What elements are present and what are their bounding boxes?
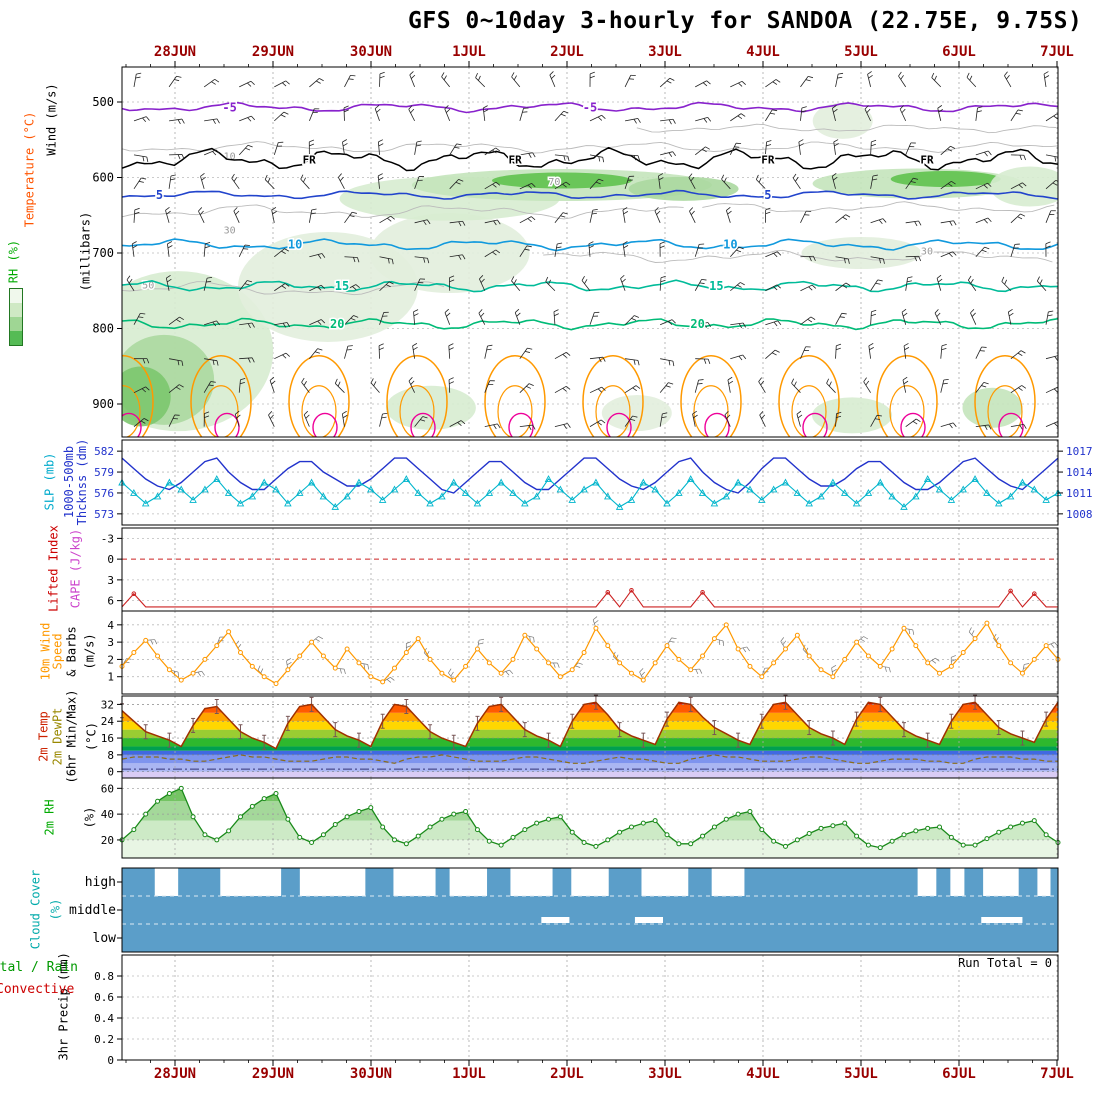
svg-text:0: 0 bbox=[107, 766, 114, 779]
svg-text:70: 70 bbox=[548, 177, 560, 188]
x-tick-label: 6JUL bbox=[942, 1066, 976, 1082]
x-tick-label: 7JUL bbox=[1040, 44, 1074, 60]
rh-colorbar-cell bbox=[10, 317, 22, 331]
chart-title: GFS 0~10day 3-hourly for SANDOA (22.75E,… bbox=[408, 8, 1083, 34]
x-tick-label: 29JUN bbox=[251, 44, 295, 60]
svg-text:5: 5 bbox=[156, 188, 163, 202]
svg-text:0.8: 0.8 bbox=[94, 970, 114, 983]
svg-text:0: 0 bbox=[107, 553, 114, 566]
x-tick-label: 28JUN bbox=[153, 1066, 197, 1082]
svg-text:8: 8 bbox=[107, 749, 114, 762]
svg-text:FR: FR bbox=[920, 153, 934, 166]
svg-text:0: 0 bbox=[107, 1054, 114, 1067]
svg-text:-5: -5 bbox=[222, 100, 236, 114]
x-tick-label: 5JUL bbox=[844, 1066, 878, 1082]
svg-text:579: 579 bbox=[94, 466, 114, 479]
x-tick-label: 6JUL bbox=[942, 44, 976, 60]
svg-text:0.2: 0.2 bbox=[94, 1033, 114, 1046]
svg-text:30: 30 bbox=[224, 225, 236, 236]
svg-text:FR: FR bbox=[508, 153, 522, 166]
cloud-row-middle: middle bbox=[69, 903, 116, 918]
x-tick-label: 29JUN bbox=[251, 1066, 295, 1082]
svg-text:20: 20 bbox=[690, 317, 704, 331]
svg-text:10: 10 bbox=[224, 151, 236, 162]
panel-thickness-slp: 582 579 576 573 1017 1014 1011 1008 bbox=[94, 439, 1093, 526]
panel-cloud-cover bbox=[117, 867, 1059, 953]
svg-text:FR: FR bbox=[303, 153, 317, 166]
x-tick-label: 3JUL bbox=[648, 1066, 682, 1082]
cloud-row-low: low bbox=[92, 931, 116, 946]
svg-text:0.4: 0.4 bbox=[94, 1012, 114, 1025]
svg-text:32: 32 bbox=[101, 698, 114, 711]
precip-convective-legend: Convective bbox=[0, 982, 75, 997]
svg-text:576: 576 bbox=[94, 487, 114, 500]
svg-text:60: 60 bbox=[101, 782, 114, 795]
svg-text:16: 16 bbox=[101, 732, 114, 745]
svg-text:4: 4 bbox=[107, 619, 114, 632]
x-tick-label: 1JUL bbox=[452, 44, 486, 60]
x-tick-label: 4JUL bbox=[746, 1066, 780, 1082]
svg-text:5: 5 bbox=[764, 188, 771, 202]
x-tick-label: 1JUL bbox=[452, 1066, 486, 1082]
svg-text:6: 6 bbox=[107, 595, 114, 608]
cloud-row-high: high bbox=[84, 875, 116, 890]
panel-precip: 0.8 0.6 0.4 0.2 0 bbox=[94, 954, 1059, 1067]
x-tick-label: 5JUL bbox=[844, 44, 878, 60]
svg-text:-5: -5 bbox=[583, 100, 597, 114]
panel-rh2m: 60 40 20 bbox=[101, 777, 1061, 859]
svg-text:1017: 1017 bbox=[1066, 445, 1093, 458]
svg-text:800: 800 bbox=[92, 322, 114, 336]
x-tick-label: 2JUL bbox=[550, 44, 584, 60]
svg-text:40: 40 bbox=[101, 808, 114, 821]
rh-legend-colorbar bbox=[9, 288, 23, 346]
svg-text:24: 24 bbox=[101, 715, 115, 728]
x-tick-label: 30JUN bbox=[349, 1066, 393, 1082]
rh-colorbar-cell bbox=[10, 303, 22, 317]
svg-text:-3: -3 bbox=[101, 532, 114, 545]
x-tick-label: 3JUL bbox=[648, 44, 682, 60]
x-tick-label: 30JUN bbox=[349, 44, 393, 60]
rh-colorbar-cell bbox=[10, 331, 22, 345]
svg-text:1: 1 bbox=[107, 671, 114, 684]
svg-text:20: 20 bbox=[101, 834, 114, 847]
x-tick-label: 7JUL bbox=[1040, 1066, 1074, 1082]
svg-text:573: 573 bbox=[94, 508, 114, 521]
svg-text:3: 3 bbox=[107, 636, 114, 649]
svg-text:500: 500 bbox=[92, 95, 114, 109]
svg-text:10: 10 bbox=[288, 238, 302, 252]
x-tick-label: 4JUL bbox=[746, 44, 780, 60]
svg-text:FR: FR bbox=[761, 153, 775, 166]
run-total-text: Run Total = 0 bbox=[958, 956, 1052, 970]
panel-lifted-index: -3 0 3 6 bbox=[101, 527, 1059, 612]
svg-text:582: 582 bbox=[94, 445, 114, 458]
rh-colorbar-cell bbox=[10, 289, 22, 303]
svg-text:10: 10 bbox=[723, 238, 737, 252]
precip-total-legend: Total / Rain bbox=[0, 960, 78, 975]
svg-text:2: 2 bbox=[107, 653, 114, 666]
svg-text:1008: 1008 bbox=[1066, 508, 1093, 521]
svg-text:3: 3 bbox=[107, 574, 114, 587]
svg-text:1011: 1011 bbox=[1066, 487, 1093, 500]
panel-temp-dewpt: 32 24 16 8 0 bbox=[101, 694, 1059, 779]
svg-text:0.6: 0.6 bbox=[94, 991, 114, 1004]
svg-text:15: 15 bbox=[335, 279, 349, 293]
x-tick-label: 2JUL bbox=[550, 1066, 584, 1082]
svg-text:1014: 1014 bbox=[1066, 466, 1093, 479]
svg-text:15: 15 bbox=[709, 279, 723, 293]
svg-text:20: 20 bbox=[330, 317, 344, 331]
upper-wind-barbs bbox=[126, 71, 1058, 431]
svg-text:900: 900 bbox=[92, 397, 114, 411]
svg-text:700: 700 bbox=[92, 246, 114, 260]
x-tick-label: 28JUN bbox=[153, 44, 197, 60]
svg-text:600: 600 bbox=[92, 171, 114, 185]
panel-wind10m: 4 3 2 1 bbox=[107, 610, 1061, 695]
svg-text:30: 30 bbox=[921, 247, 933, 258]
